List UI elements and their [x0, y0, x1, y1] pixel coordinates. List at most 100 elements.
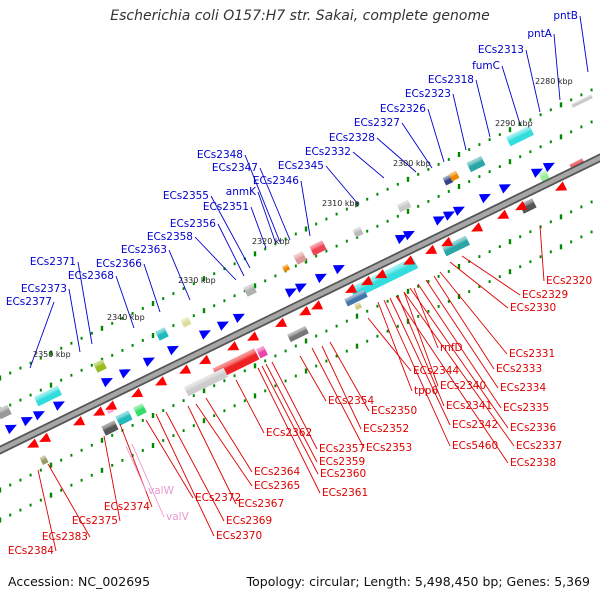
- feature-box: [344, 289, 368, 307]
- forward-gene-arrow: [100, 378, 113, 388]
- reverse-gene-arrow: [311, 300, 324, 310]
- gene-label-ecs2375: ECs2375: [72, 515, 118, 527]
- feature-box: [352, 226, 364, 238]
- kbp-tick-labels: 2280 kbp 2290 kbp 2300 kbp 2310 kbp 2320 kbp…: [33, 77, 573, 359]
- gene-label-ecs2347: ECs2347: [212, 162, 258, 174]
- label-leader: [205, 397, 253, 473]
- label-leader: [475, 79, 491, 138]
- gene-label-ecs2335: ECs2335: [503, 402, 549, 414]
- gene-label-ecs2342: ECs2342: [452, 419, 498, 431]
- gene-label-anmk: anmK: [226, 186, 257, 198]
- label-leader: [155, 413, 215, 537]
- gene-label-ecs2355: ECs2355: [163, 190, 209, 202]
- gene-label-ecs2361: ECs2361: [322, 487, 368, 499]
- tick-dots: [0, 88, 593, 523]
- reverse-gene-arrow: [299, 306, 312, 316]
- label-leader: [187, 405, 237, 505]
- gene-label-ecs2330: ECs2330: [510, 302, 556, 314]
- gene-label-ecs2340: ECs2340: [440, 380, 486, 392]
- label-leader: [403, 291, 439, 387]
- feature-box: [256, 345, 268, 359]
- feature-box: [155, 327, 169, 341]
- reverse-gene-arrow: [93, 406, 106, 416]
- feature-box: [184, 367, 228, 397]
- reverse-gene-arrow: [73, 416, 86, 426]
- gene-label-ecs2323: ECs2323: [405, 88, 451, 100]
- feature-box: [101, 420, 119, 436]
- feature-box: [133, 403, 147, 417]
- feature-shade: [353, 301, 363, 311]
- feature-shade: [243, 283, 257, 297]
- reverse-gene-arrow: [375, 269, 388, 279]
- reverse-gene-arrow: [105, 400, 118, 410]
- feature-box: [396, 199, 412, 213]
- feature-box: [571, 94, 593, 108]
- forward-gene-arrow: [20, 417, 33, 427]
- forward-gene-arrow: [314, 273, 327, 284]
- gene-label-ecs2344: ECs2344: [413, 365, 459, 377]
- feature-shade: [115, 410, 133, 426]
- gene-label-ecs2384: ECs2384: [8, 545, 54, 557]
- forward-gene-arrow: [232, 313, 245, 323]
- label-leader: [168, 249, 191, 301]
- forward-gene-arrow: [284, 288, 297, 298]
- reverse-gene-arrow: [555, 181, 568, 191]
- gene-label-ecs2369: ECs2369: [226, 515, 272, 527]
- feature-shade: [133, 403, 147, 417]
- feature-shade: [309, 240, 327, 256]
- kbp-tick-label: 2340 kbp: [107, 313, 145, 322]
- label-leader: [29, 301, 55, 369]
- feature-box: [115, 410, 133, 426]
- feature-shade: [506, 125, 534, 147]
- reverse-gene-arrow: [179, 364, 192, 374]
- label-leader: [579, 15, 589, 73]
- label-leader: [235, 379, 265, 434]
- forward-gene-arrow: [478, 193, 491, 204]
- forward-gene-arrow: [452, 206, 465, 216]
- gene-label-pnta: pntA: [527, 28, 552, 40]
- gene-label-ecs2337: ECs2337: [516, 440, 562, 452]
- forward-gene-arrow: [402, 230, 415, 241]
- label-leader: [325, 165, 359, 205]
- feature-box: [442, 235, 470, 257]
- feature-shade: [448, 170, 460, 182]
- label-leader: [389, 297, 451, 426]
- reverse-gene-arrow: [131, 387, 144, 398]
- gene-label-ecs2346: ECs2346: [253, 175, 299, 187]
- label-leader: [47, 463, 91, 538]
- gene-label-valw: valW: [148, 485, 175, 497]
- gene-label-ecs2368: ECs2368: [68, 270, 114, 282]
- feature-shade: [442, 235, 470, 257]
- label-leader: [383, 299, 451, 447]
- reverse-gene-arrow: [27, 438, 40, 448]
- forward-gene-arrow: [498, 184, 511, 194]
- feature-shade: [281, 263, 291, 273]
- label-leader: [321, 345, 362, 430]
- label-leader: [125, 445, 147, 492]
- gene-label-ecs2351: ECs2351: [203, 201, 249, 213]
- gene-label-ecs5460: ECs5460: [452, 440, 498, 452]
- feature-shade: [93, 359, 107, 373]
- reverse-gene-arrow: [361, 275, 374, 286]
- feature-box: [353, 301, 363, 311]
- label-leader: [376, 137, 417, 173]
- gene-label-ecs2313: ECs2313: [478, 44, 524, 56]
- forward-gene-arrow: [216, 321, 229, 331]
- feature-box: [180, 316, 192, 328]
- label-leader: [401, 122, 433, 169]
- gene-label-ecs2353: ECs2353: [366, 442, 412, 454]
- forward-gene-arrow: [166, 345, 179, 356]
- gene-label-ecs2373: ECs2373: [21, 283, 67, 295]
- reverse-gene-arrow: [39, 432, 52, 442]
- label-leader: [115, 275, 135, 329]
- forward-gene-arrow: [442, 211, 455, 221]
- feature-box: [287, 326, 309, 342]
- gene-label-ecs2363: ECs2363: [121, 244, 167, 256]
- forward-gene-arrow: [118, 369, 131, 379]
- reverse-gene-arrow: [275, 317, 288, 327]
- gene-label-rnfd: rnfD: [440, 342, 463, 354]
- label-leader: [427, 108, 445, 163]
- forward-gene-arrow: [332, 265, 345, 275]
- label-leader: [433, 275, 495, 370]
